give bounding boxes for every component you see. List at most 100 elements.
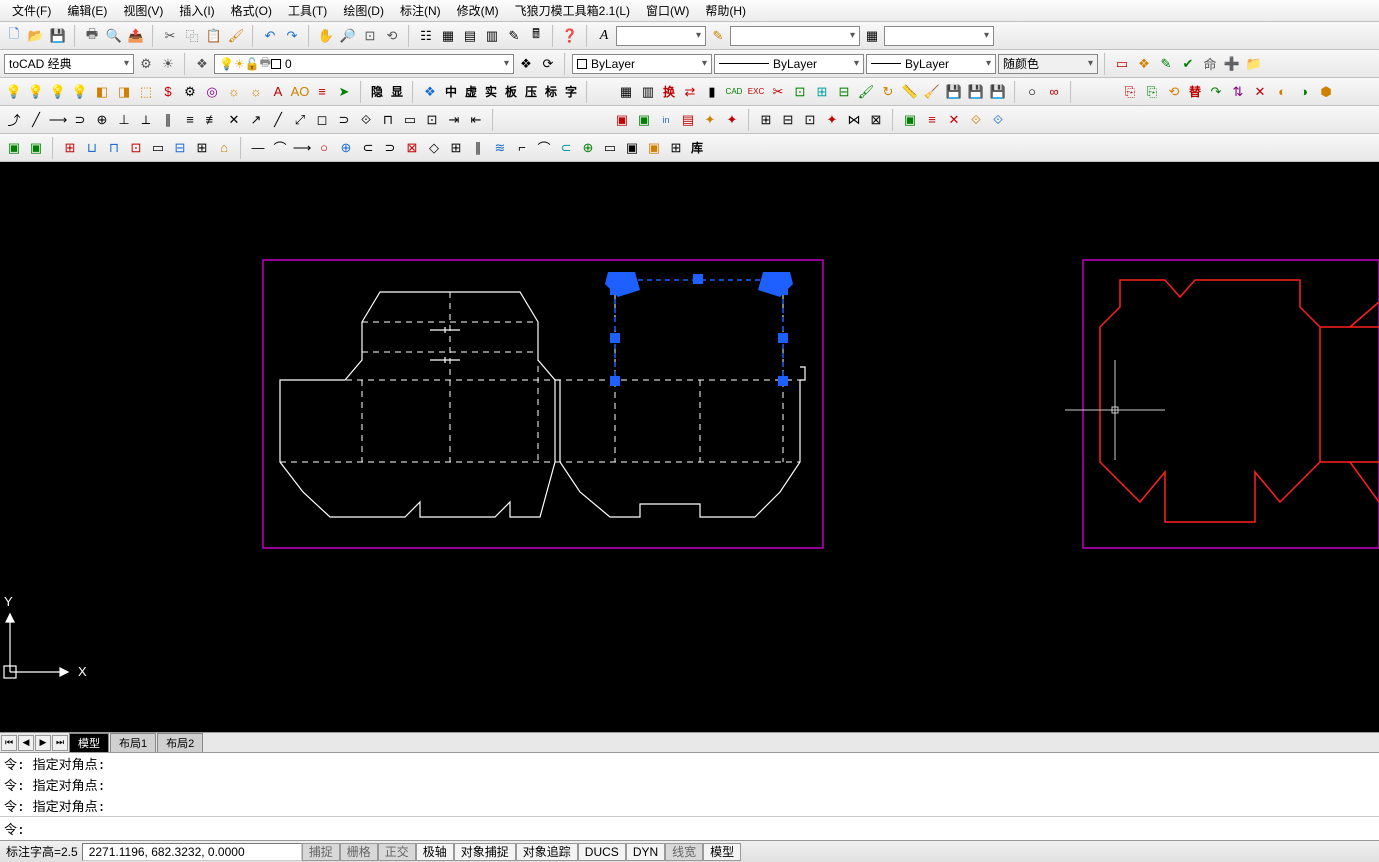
r5-2-icon[interactable]: ▣ — [26, 138, 46, 158]
r4-2-icon[interactable]: ╱ — [26, 110, 46, 130]
tablestyle-dropdown[interactable] — [884, 26, 994, 46]
r4-17-icon[interactable]: ⟐ — [356, 110, 376, 130]
cube2-icon[interactable]: ◨ — [114, 82, 134, 102]
r5-8-icon[interactable]: ⊟ — [170, 138, 190, 158]
r4c-3-icon[interactable]: ⊡ — [800, 110, 820, 130]
r4-22-icon[interactable]: ⇤ — [466, 110, 486, 130]
hide-btn[interactable]: 隐 — [368, 82, 386, 102]
txt-ban[interactable]: 板 — [502, 82, 520, 102]
arrow-icon[interactable]: ➤ — [334, 82, 354, 102]
r4-6-icon[interactable]: ⊥ — [114, 110, 134, 130]
r5-13-icon[interactable]: ⟶ — [292, 138, 312, 158]
lineweight-dropdown[interactable]: ByLayer — [866, 54, 996, 74]
menu-draw[interactable]: 绘图(D) — [335, 0, 392, 21]
drawing-canvas[interactable]: X Y — [0, 162, 1379, 732]
align1-icon[interactable]: ⊡ — [790, 82, 810, 102]
toolpalette-icon[interactable]: ▤ — [460, 26, 480, 46]
block-folder-icon[interactable]: 📁 — [1244, 54, 1264, 74]
r5-20-icon[interactable]: ⊞ — [446, 138, 466, 158]
r4-4-icon[interactable]: ⊃ — [70, 110, 90, 130]
r5-15-icon[interactable]: ⊕ — [336, 138, 356, 158]
cube3-icon[interactable]: ⬚ — [136, 82, 156, 102]
r4-5-icon[interactable]: ⊕ — [92, 110, 112, 130]
pan-icon[interactable]: ✋ — [316, 26, 336, 46]
p1-icon[interactable]: ⎘ — [1120, 82, 1140, 102]
tab-first-icon[interactable]: ⏮ — [1, 735, 17, 751]
r5-7-icon[interactable]: ▭ — [148, 138, 168, 158]
status-toggle-栅格[interactable]: 栅格 — [340, 843, 378, 861]
r5-28-icon[interactable]: ▣ — [622, 138, 642, 158]
menu-insert[interactable]: 插入(I) — [171, 0, 222, 21]
exc-icon[interactable]: EXC — [746, 82, 766, 102]
txt-ti[interactable]: 替 — [1186, 82, 1204, 102]
r5-21-icon[interactable]: ∥ — [468, 138, 488, 158]
menu-tools[interactable]: 工具(T) — [280, 0, 335, 21]
properties-icon[interactable]: ☷ — [416, 26, 436, 46]
menu-edit[interactable]: 编辑(E) — [59, 0, 115, 21]
txt-xu[interactable]: 虚 — [462, 82, 480, 102]
align2-icon[interactable]: ⊞ — [812, 82, 832, 102]
status-toggle-DUCS[interactable]: DUCS — [578, 843, 626, 861]
bulb2-icon[interactable]: 💡 — [26, 82, 46, 102]
r4d-5-icon[interactable]: ⟐ — [988, 110, 1008, 130]
r5-29-icon[interactable]: ▣ — [644, 138, 664, 158]
r4c-4-icon[interactable]: ✦ — [822, 110, 842, 130]
show-btn[interactable]: 显 — [388, 82, 406, 102]
cube1-icon[interactable]: ◧ — [92, 82, 112, 102]
print-icon[interactable]: 🖶 — [82, 26, 102, 46]
ring-icon[interactable]: ◎ — [202, 82, 222, 102]
r4b-4-icon[interactable]: ▤ — [678, 110, 698, 130]
circle-icon[interactable]: ○ — [1022, 82, 1042, 102]
status-toggle-DYN[interactable]: DYN — [626, 843, 665, 861]
save3-icon[interactable]: 💾 — [988, 82, 1008, 102]
brush2-icon[interactable]: 🖌 — [856, 82, 876, 102]
r5-18-icon[interactable]: ⊠ — [402, 138, 422, 158]
r5-23-icon[interactable]: ⌐ — [512, 138, 532, 158]
tab-prev-icon[interactable]: ◀ — [18, 735, 34, 751]
r4-19-icon[interactable]: ▭ — [400, 110, 420, 130]
p6-icon[interactable]: ✕ — [1250, 82, 1270, 102]
txt-ku[interactable]: 库 — [688, 138, 706, 158]
txt-ya[interactable]: 压 — [522, 82, 540, 102]
menu-file[interactable]: 文件(F) — [4, 0, 59, 21]
menu-plugin[interactable]: 飞狼刀模工具箱2.1(L) — [507, 0, 638, 21]
r5-3-icon[interactable]: ⊞ — [60, 138, 80, 158]
command-input[interactable] — [29, 817, 1379, 840]
r4-9-icon[interactable]: ≡ — [180, 110, 200, 130]
r4-11-icon[interactable]: ✕ — [224, 110, 244, 130]
r5-26-icon[interactable]: ⊕ — [578, 138, 598, 158]
r4-12-icon[interactable]: ↗ — [246, 110, 266, 130]
menu-window[interactable]: 窗口(W) — [638, 0, 697, 21]
p5-icon[interactable]: ⇅ — [1228, 82, 1248, 102]
scissors2-icon[interactable]: ✂ — [768, 82, 788, 102]
r4-10-icon[interactable]: ≢ — [202, 110, 222, 130]
r4d-3-icon[interactable]: ✕ — [944, 110, 964, 130]
tab-layout1[interactable]: 布局1 — [110, 733, 156, 752]
r5-6-icon[interactable]: ⊡ — [126, 138, 146, 158]
ruler-icon[interactable]: 📏 — [900, 82, 920, 102]
p3-icon[interactable]: ⟲ — [1164, 82, 1184, 102]
r4-14-icon[interactable]: ⤢ — [290, 110, 310, 130]
r4d-2-icon[interactable]: ≡ — [922, 110, 942, 130]
undo-icon[interactable]: ↶ — [260, 26, 280, 46]
linetype-dropdown[interactable]: ByLayer — [714, 54, 864, 74]
r4-16-icon[interactable]: ⊃ — [334, 110, 354, 130]
workspace-settings-icon[interactable]: ⚙ — [136, 54, 156, 74]
r4c-5-icon[interactable]: ⋈ — [844, 110, 864, 130]
txt-shi[interactable]: 实 — [482, 82, 500, 102]
align3-icon[interactable]: ⊟ — [834, 82, 854, 102]
r4-21-icon[interactable]: ⇥ — [444, 110, 464, 130]
zoom-realtime-icon[interactable]: 🔎 — [338, 26, 358, 46]
p9-icon[interactable]: ⬢ — [1316, 82, 1336, 102]
r5-16-icon[interactable]: ⊂ — [358, 138, 378, 158]
gear2-icon[interactable]: ⚙ — [180, 82, 200, 102]
sheet-icon[interactable]: ▥ — [482, 26, 502, 46]
bulb4-icon[interactable]: 💡 — [70, 82, 90, 102]
r5-12-icon[interactable]: ⌒ — [270, 138, 290, 158]
designcenter-icon[interactable]: ▦ — [438, 26, 458, 46]
open-icon[interactable]: 📂 — [26, 26, 46, 46]
block-insert-icon[interactable]: ❖ — [1134, 54, 1154, 74]
r4b-1-icon[interactable]: ▣ — [612, 110, 632, 130]
r5-19-icon[interactable]: ◇ — [424, 138, 444, 158]
txt-huan[interactable]: 换 — [660, 82, 678, 102]
